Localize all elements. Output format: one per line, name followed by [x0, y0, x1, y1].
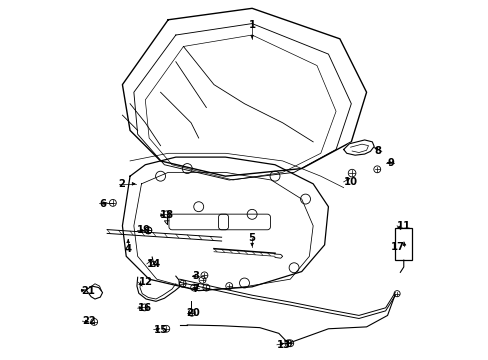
Text: 19: 19 [137, 225, 151, 235]
Text: 14: 14 [146, 259, 161, 269]
Text: 5: 5 [248, 233, 255, 243]
Text: 20: 20 [186, 308, 200, 318]
Text: 9: 9 [386, 158, 393, 168]
Text: 11: 11 [396, 221, 410, 231]
Text: 17: 17 [390, 242, 404, 252]
Bar [394, 228, 411, 260]
Text: 21: 21 [81, 285, 95, 296]
Polygon shape [86, 286, 102, 299]
Polygon shape [343, 140, 373, 155]
Text: 6: 6 [100, 199, 106, 209]
Text: 22: 22 [82, 316, 96, 326]
Text: 1: 1 [248, 21, 255, 31]
Text: 12: 12 [138, 277, 152, 287]
Text: 2: 2 [119, 179, 125, 189]
Text: 10: 10 [343, 177, 357, 187]
Text: 4: 4 [124, 244, 131, 255]
Text: 8: 8 [374, 147, 381, 156]
Text: 13: 13 [276, 340, 290, 350]
Text: 3: 3 [191, 271, 198, 281]
Text: 7: 7 [192, 284, 199, 294]
Text: 18: 18 [160, 210, 174, 220]
Text: 16: 16 [138, 303, 151, 313]
Text: 15: 15 [153, 325, 167, 334]
